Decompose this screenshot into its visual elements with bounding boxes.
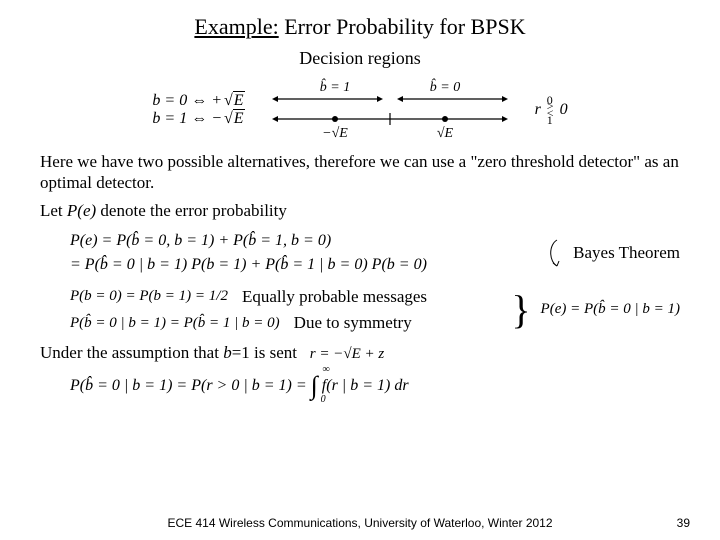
para-3: Under the assumption that b=1 is sent r … [40, 342, 680, 364]
title-rest: Error Probability for BPSK [279, 14, 526, 39]
para2a: Let [40, 201, 67, 220]
prior-label: Equally probable messages [242, 286, 427, 307]
brace-icon: } [511, 290, 530, 330]
curved-arrow-icon [539, 236, 563, 270]
para2b: denote the error probability [96, 201, 287, 220]
svg-text:b̂ = 0: b̂ = 0 [429, 78, 459, 95]
eq-final: P(b̂ = 0 | b = 1) = P(r > 0 | b = 1) = ∫… [70, 370, 680, 403]
bit-mapping: b = 0 ⇔ + E b = 1 ⇔ − E [152, 92, 244, 128]
para3a: Under the assumption that [40, 343, 223, 362]
eq-total-prob: P(e) = P(b̂ = 0, b = 1) + P(b̂ = 1, b = … [70, 231, 427, 251]
para-1: Here we have two possible alternatives, … [40, 151, 680, 194]
svg-text:b̂ = 1: b̂ = 1 [319, 78, 349, 95]
bayes-annotation: Bayes Theorem [539, 236, 680, 270]
bayes-label: Bayes Theorem [573, 242, 680, 263]
svg-text:−√E: −√E [322, 126, 348, 141]
eq-result: P(e) = P(b̂ = 0 | b = 1) [541, 300, 680, 319]
page-number: 39 [677, 516, 690, 530]
eq-prior: P(b = 0) = P(b = 1) = 1/2 [70, 287, 228, 306]
para3c: =1 is sent [232, 343, 297, 362]
decision-region-diagram: b̂ = 1 b̂ = 0 −√E √E [265, 75, 515, 145]
eq-final-a: P(b̂ = 0 | b = 1) = P(r > 0 | b = 1) = [70, 377, 311, 394]
sqrtE-2: E [233, 109, 245, 127]
top-row: b = 0 ⇔ + E b = 1 ⇔ − E b̂ = 1 b̂ = 0 −√E … [40, 75, 680, 145]
map-b0: b = 0 ⇔ + [152, 92, 222, 109]
int-upper: ∞ [323, 364, 330, 377]
int-lower: 0 [321, 394, 326, 407]
threshold-rule: r 0><1 0 [535, 97, 568, 123]
subtitle: Decision regions [40, 48, 680, 69]
sqrtE-1: E [233, 91, 245, 109]
eq-bayes-expand: = P(b̂ = 0 | b = 1) P(b = 1) + P(b̂ = 1 … [70, 255, 427, 275]
eq-final-b: f(r | b = 1) dr [322, 377, 409, 394]
svg-text:√E: √E [436, 126, 453, 141]
slide-title: Example: Error Probability for BPSK [40, 14, 680, 40]
footer-text: ECE 414 Wireless Communications, Univers… [0, 516, 720, 530]
pe-symbol: P(e) [67, 201, 96, 220]
title-prefix: Example: [194, 14, 278, 39]
para-2: Let P(e) denote the error probability [40, 200, 680, 221]
eq-symmetry: P(b̂ = 0 | b = 1) = P(b̂ = 1 | b = 0) [70, 314, 280, 333]
para3b: b [223, 343, 232, 362]
map-b1: b = 1 ⇔ − [152, 110, 222, 127]
eq-r: r = −√E + z [310, 346, 384, 362]
symmetry-label: Due to symmetry [294, 312, 412, 333]
integral-icon: ∫ [311, 371, 318, 400]
result-annotation: } P(e) = P(b̂ = 0 | b = 1) [511, 290, 680, 330]
